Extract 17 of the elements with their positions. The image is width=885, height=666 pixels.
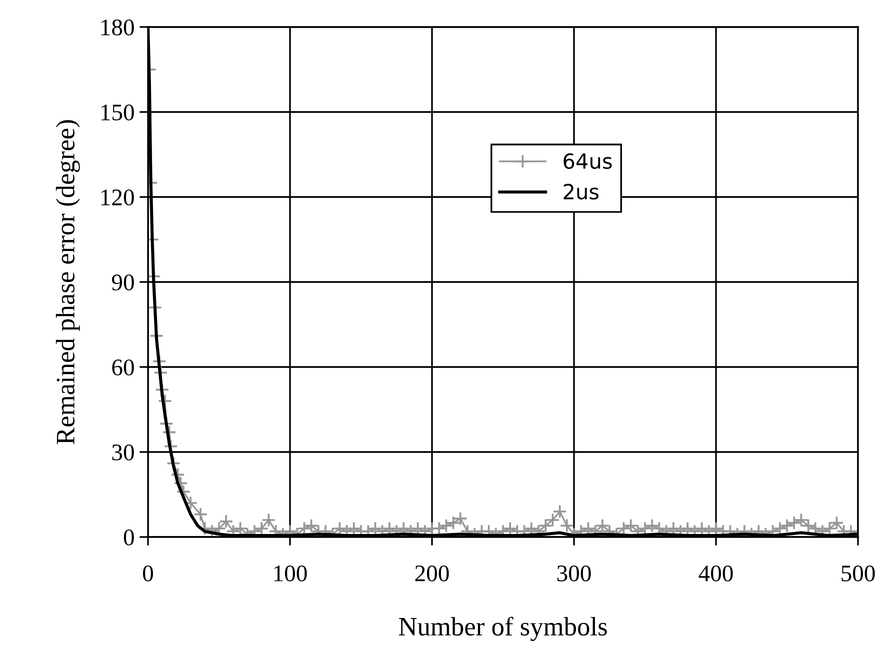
legend-label: 64us — [564, 153, 612, 169]
y-tick-label: 120 — [101, 189, 134, 206]
legend-label: 2us — [564, 184, 599, 200]
y-tick-label: 0 — [124, 529, 134, 546]
x-tick-label: 200 — [415, 565, 449, 582]
x-tick-label: 0 — [142, 565, 154, 582]
x-tick-label: 500 — [842, 565, 875, 582]
y-tick-label: 30 — [112, 444, 134, 460]
y-tick-label: 90 — [112, 274, 134, 290]
x-tick-label: 300 — [557, 565, 591, 582]
y-tick-label: 150 — [101, 104, 134, 120]
x-tick-label: 400 — [698, 565, 733, 582]
x-tick-label: 100 — [274, 565, 307, 582]
y-tick-label: 60 — [112, 359, 134, 376]
y-axis-title: Remained phase error (degree) — [56, 120, 80, 444]
x-axis-title: Number of symbols — [398, 616, 607, 642]
y-tick-label: 180 — [101, 19, 134, 36]
